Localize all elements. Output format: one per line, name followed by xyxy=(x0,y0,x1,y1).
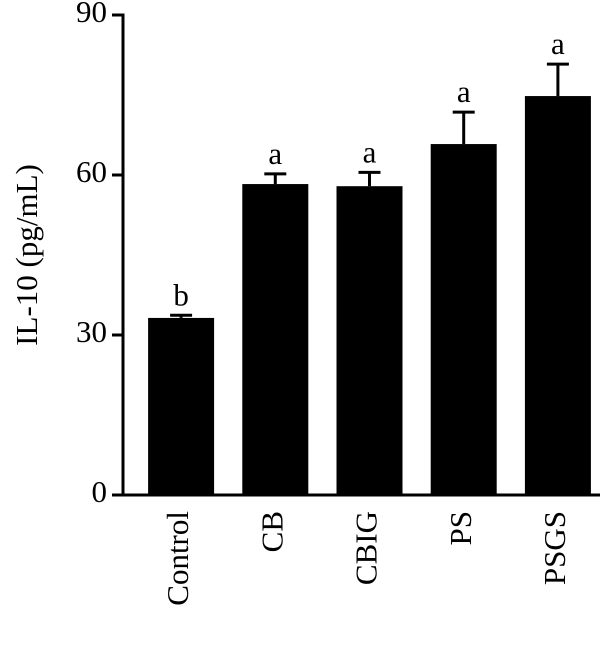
y-tick-label: 0 xyxy=(92,474,108,509)
bar xyxy=(524,96,591,496)
bar xyxy=(148,317,215,495)
annotation: a xyxy=(457,74,471,109)
annotation: a xyxy=(363,134,377,169)
error-bar xyxy=(358,170,381,187)
annotation: a xyxy=(551,26,565,61)
y-tick-label: 30 xyxy=(76,314,107,349)
x-tick-label: Control xyxy=(160,511,195,606)
x-tick-label: CBIG xyxy=(349,511,384,585)
y-tick-label: 90 xyxy=(76,0,107,29)
y-tick-label: 60 xyxy=(76,154,107,189)
y-axis-label: IL-10 (pg/mL) xyxy=(9,164,44,346)
annotation: a xyxy=(268,136,282,171)
error-bar xyxy=(452,110,475,145)
bar xyxy=(242,184,309,496)
bar xyxy=(430,144,497,496)
x-tick-label: CB xyxy=(254,511,289,552)
annotation: b xyxy=(173,277,189,312)
error-bar xyxy=(546,62,569,97)
x-tick-label: PS xyxy=(443,511,478,545)
bar xyxy=(336,186,403,495)
error-bar xyxy=(170,313,193,318)
error-bar xyxy=(264,172,287,185)
x-tick-label: PSGS xyxy=(537,511,572,585)
